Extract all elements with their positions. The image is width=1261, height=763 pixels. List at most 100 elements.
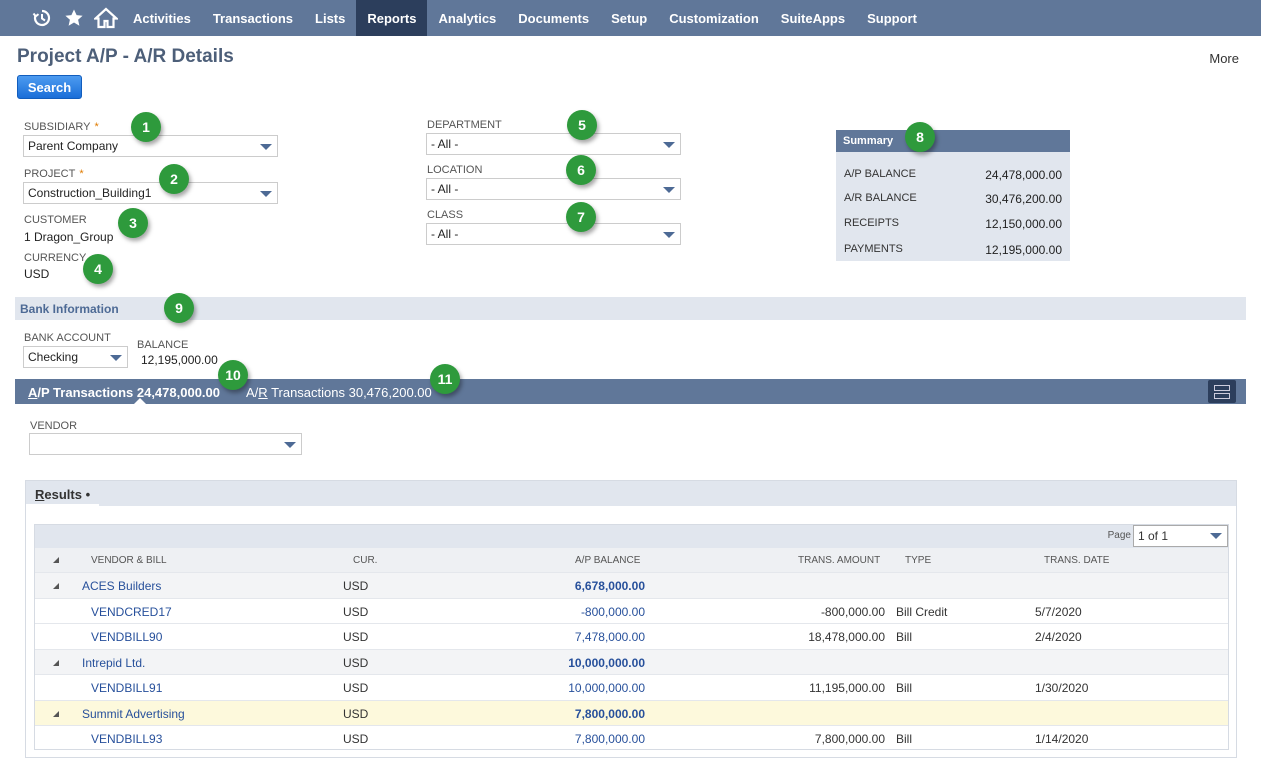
date-cell: 1/30/2020 — [1035, 681, 1089, 695]
table-row: VENDCRED17 USD -800,000.00 -800,000.00 B… — [35, 597, 1228, 624]
col-ap-balance[interactable]: A/P BALANCE — [575, 555, 641, 566]
vendor-link[interactable]: Summit Advertising — [82, 706, 185, 721]
balance-link[interactable]: 7,478,000.00 — [574, 630, 645, 644]
callout-badge: 6 — [566, 155, 596, 185]
bank-information-header[interactable]: Bank Information — [15, 297, 1246, 320]
nav-activities[interactable]: Activities — [133, 10, 191, 26]
bill-link[interactable]: VENDCRED17 — [91, 604, 172, 619]
callout-badge: 9 — [164, 293, 194, 323]
balance-link[interactable]: 10,000,000.00 — [568, 655, 645, 670]
nav-suiteapps[interactable]: SuiteApps — [780, 10, 846, 26]
project-select[interactable]: Construction_Building1 — [23, 182, 278, 204]
department-select[interactable]: - All - — [426, 133, 681, 155]
col-type[interactable]: TYPE — [905, 555, 932, 566]
summary-row: RECEIPTS 12,150,000.00 — [844, 217, 1062, 231]
summary-panel: Summary A/P BALANCE 24,478,000.00 A/R BAL… — [836, 130, 1070, 261]
nav-support[interactable]: Support — [867, 10, 917, 26]
balance-link[interactable]: 7,800,000.00 — [574, 706, 645, 721]
bank-account-label: BANK ACCOUNT — [24, 332, 111, 344]
callout-badge: 5 — [567, 110, 597, 140]
balance-link[interactable]: 6,678,000.00 — [574, 579, 645, 593]
vendor-link[interactable]: Intrepid Ltd. — [82, 655, 146, 670]
vendor-select[interactable] — [29, 433, 302, 455]
summary-row: A/P BALANCE 24,478,000.00 — [844, 168, 1062, 182]
page-select[interactable]: 1 of 1 — [1133, 525, 1228, 547]
balance-link[interactable]: 7,800,000.00 — [574, 732, 645, 746]
page-label: Page — [1107, 530, 1131, 541]
nav-reports[interactable]: Reports — [356, 0, 428, 36]
tab-ar-transactions[interactable]: A/R Transactions 30,476,200.00 — [246, 385, 432, 400]
tab-ap-transactions[interactable]: A/P Transactions 24,478,000.00 — [28, 385, 220, 400]
transactions-tabbar: A/P Transactions 24,478,000.00 A/R Trans… — [15, 379, 1246, 405]
bill-link[interactable]: VENDBILL91 — [91, 681, 163, 695]
date-cell: 1/14/2020 — [1035, 732, 1089, 746]
table-row: VENDBILL90 USD 7,478,000.00 18,478,000.0… — [35, 623, 1228, 649]
col-trans-date[interactable]: TRANS. DATE — [1044, 555, 1110, 566]
col-currency[interactable]: CUR. — [353, 555, 378, 566]
bill-link[interactable]: VENDBILL90 — [91, 630, 163, 644]
date-cell: 2/4/2020 — [1035, 630, 1082, 644]
callout-badge: 1 — [131, 112, 161, 142]
location-select[interactable]: - All - — [426, 178, 681, 200]
callout-badge: 11 — [430, 364, 460, 394]
nav-documents[interactable]: Documents — [518, 10, 590, 26]
currency-cell: USD — [343, 706, 369, 721]
nav-setup[interactable]: Setup — [611, 10, 648, 26]
customer-label: CUSTOMER — [24, 214, 87, 226]
department-label: DEPARTMENT — [427, 119, 502, 131]
location-label: LOCATION — [427, 164, 483, 176]
currency-cell: USD — [343, 579, 369, 593]
results-table: Page 1 of 1 VENDOR & BILL CUR. A/P BALAN… — [34, 524, 1229, 750]
type-cell: Bill — [896, 630, 913, 644]
table-row: Summit Advertising USD 7,800,000.00 — [35, 699, 1228, 725]
layout-toggle-icon[interactable] — [1208, 380, 1236, 403]
balance-link[interactable]: -800,000.00 — [580, 604, 645, 619]
expand-collapse-icon[interactable] — [53, 710, 59, 717]
currency-cell: USD — [343, 732, 369, 746]
nav-customization[interactable]: Customization — [669, 10, 759, 26]
bill-link[interactable]: VENDBILL93 — [91, 732, 163, 746]
expand-collapse-icon[interactable] — [53, 659, 59, 666]
home-icon[interactable] — [90, 0, 122, 36]
summary-row: PAYMENTS 12,195,000.00 — [844, 243, 1062, 257]
class-select[interactable]: - All - — [426, 223, 681, 245]
balance-link[interactable]: 10,000,000.00 — [568, 681, 645, 695]
currency-cell: USD — [343, 655, 369, 670]
bank-account-select[interactable]: Checking — [23, 346, 128, 368]
top-nav: Activities Transactions Lists Reports An… — [0, 0, 1261, 36]
type-cell: Bill — [896, 732, 913, 746]
callout-badge: 2 — [159, 164, 189, 194]
col-trans-amount[interactable]: TRANS. AMOUNT — [798, 555, 881, 566]
collapse-all-icon[interactable] — [53, 557, 59, 563]
more-link[interactable]: More — [1209, 51, 1239, 66]
results-header — [26, 481, 1236, 506]
callout-badge: 3 — [118, 208, 148, 238]
chevron-down-icon — [663, 232, 675, 238]
balance-label: BALANCE — [137, 339, 189, 351]
subsidiary-select[interactable]: Parent Company — [23, 135, 278, 157]
vendor-link[interactable]: ACES Builders — [82, 579, 162, 593]
star-icon[interactable] — [58, 0, 90, 36]
results-panel: Results • Page 1 of 1 VENDOR & BILL CUR.… — [25, 480, 1237, 758]
type-cell: Bill Credit — [896, 604, 948, 619]
callout-badge: 4 — [83, 254, 113, 284]
currency-cell: USD — [343, 681, 369, 695]
callout-badge: 10 — [218, 360, 248, 390]
table-row: VENDBILL91 USD 10,000,000.00 11,195,000.… — [35, 674, 1228, 700]
date-cell: 5/7/2020 — [1035, 604, 1082, 619]
class-label: CLASS — [427, 209, 464, 221]
search-button[interactable]: Search — [17, 75, 82, 99]
tab-results[interactable]: Results • — [26, 481, 100, 506]
chevron-down-icon — [284, 442, 296, 448]
nav-lists[interactable]: Lists — [315, 10, 346, 26]
expand-collapse-icon[interactable] — [53, 583, 59, 589]
col-vendor-bill[interactable]: VENDOR & BILL — [91, 555, 167, 566]
table-row: ACES Builders USD 6,678,000.00 — [35, 572, 1228, 598]
nav-analytics[interactable]: Analytics — [438, 10, 497, 26]
nav-transactions[interactable]: Transactions — [212, 10, 294, 26]
pager-bar: Page 1 of 1 — [35, 525, 1228, 548]
page-title: Project A/P - A/R Details — [17, 46, 234, 67]
chevron-down-icon — [663, 187, 675, 193]
recent-records-icon[interactable] — [26, 0, 58, 36]
amount-cell: 11,195,000.00 — [809, 681, 885, 695]
